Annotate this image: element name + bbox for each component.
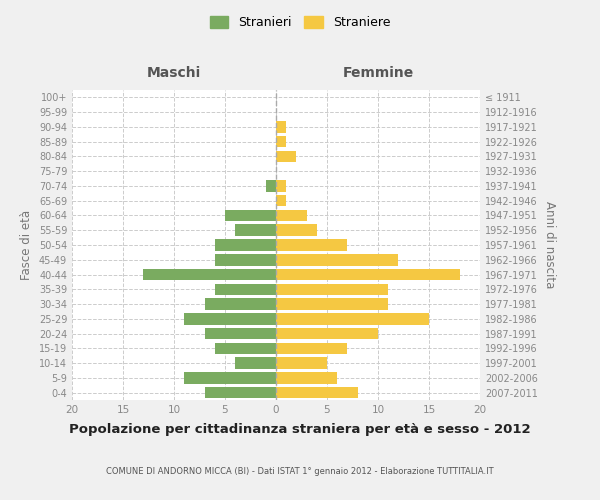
Bar: [276, 298, 388, 310]
Bar: [225, 210, 276, 221]
Bar: [276, 121, 286, 132]
Bar: [276, 358, 327, 369]
Text: Maschi: Maschi: [147, 66, 201, 80]
Bar: [143, 269, 276, 280]
Text: Popolazione per cittadinanza straniera per età e sesso - 2012: Popolazione per cittadinanza straniera p…: [69, 422, 531, 436]
Bar: [215, 284, 276, 295]
Bar: [276, 136, 286, 147]
Text: Femmine: Femmine: [343, 66, 413, 80]
Legend: Stranieri, Straniere: Stranieri, Straniere: [205, 11, 395, 34]
Bar: [276, 387, 358, 398]
Bar: [276, 342, 347, 354]
Bar: [276, 254, 398, 266]
Bar: [215, 254, 276, 266]
Bar: [276, 372, 337, 384]
Bar: [276, 313, 429, 324]
Bar: [205, 298, 276, 310]
Bar: [276, 239, 347, 251]
Bar: [235, 224, 276, 236]
Bar: [215, 239, 276, 251]
Text: COMUNE DI ANDORNO MICCA (BI) - Dati ISTAT 1° gennaio 2012 - Elaborazione TUTTITA: COMUNE DI ANDORNO MICCA (BI) - Dati ISTA…: [106, 468, 494, 476]
Bar: [205, 387, 276, 398]
Bar: [276, 210, 307, 221]
Bar: [184, 372, 276, 384]
Bar: [235, 358, 276, 369]
Bar: [276, 150, 296, 162]
Bar: [276, 180, 286, 192]
Bar: [276, 284, 388, 295]
Bar: [205, 328, 276, 340]
Bar: [276, 195, 286, 206]
Bar: [276, 269, 460, 280]
Bar: [276, 328, 378, 340]
Bar: [215, 342, 276, 354]
Y-axis label: Fasce di età: Fasce di età: [20, 210, 33, 280]
Y-axis label: Anni di nascita: Anni di nascita: [543, 202, 556, 288]
Bar: [184, 313, 276, 324]
Bar: [276, 224, 317, 236]
Bar: [266, 180, 276, 192]
